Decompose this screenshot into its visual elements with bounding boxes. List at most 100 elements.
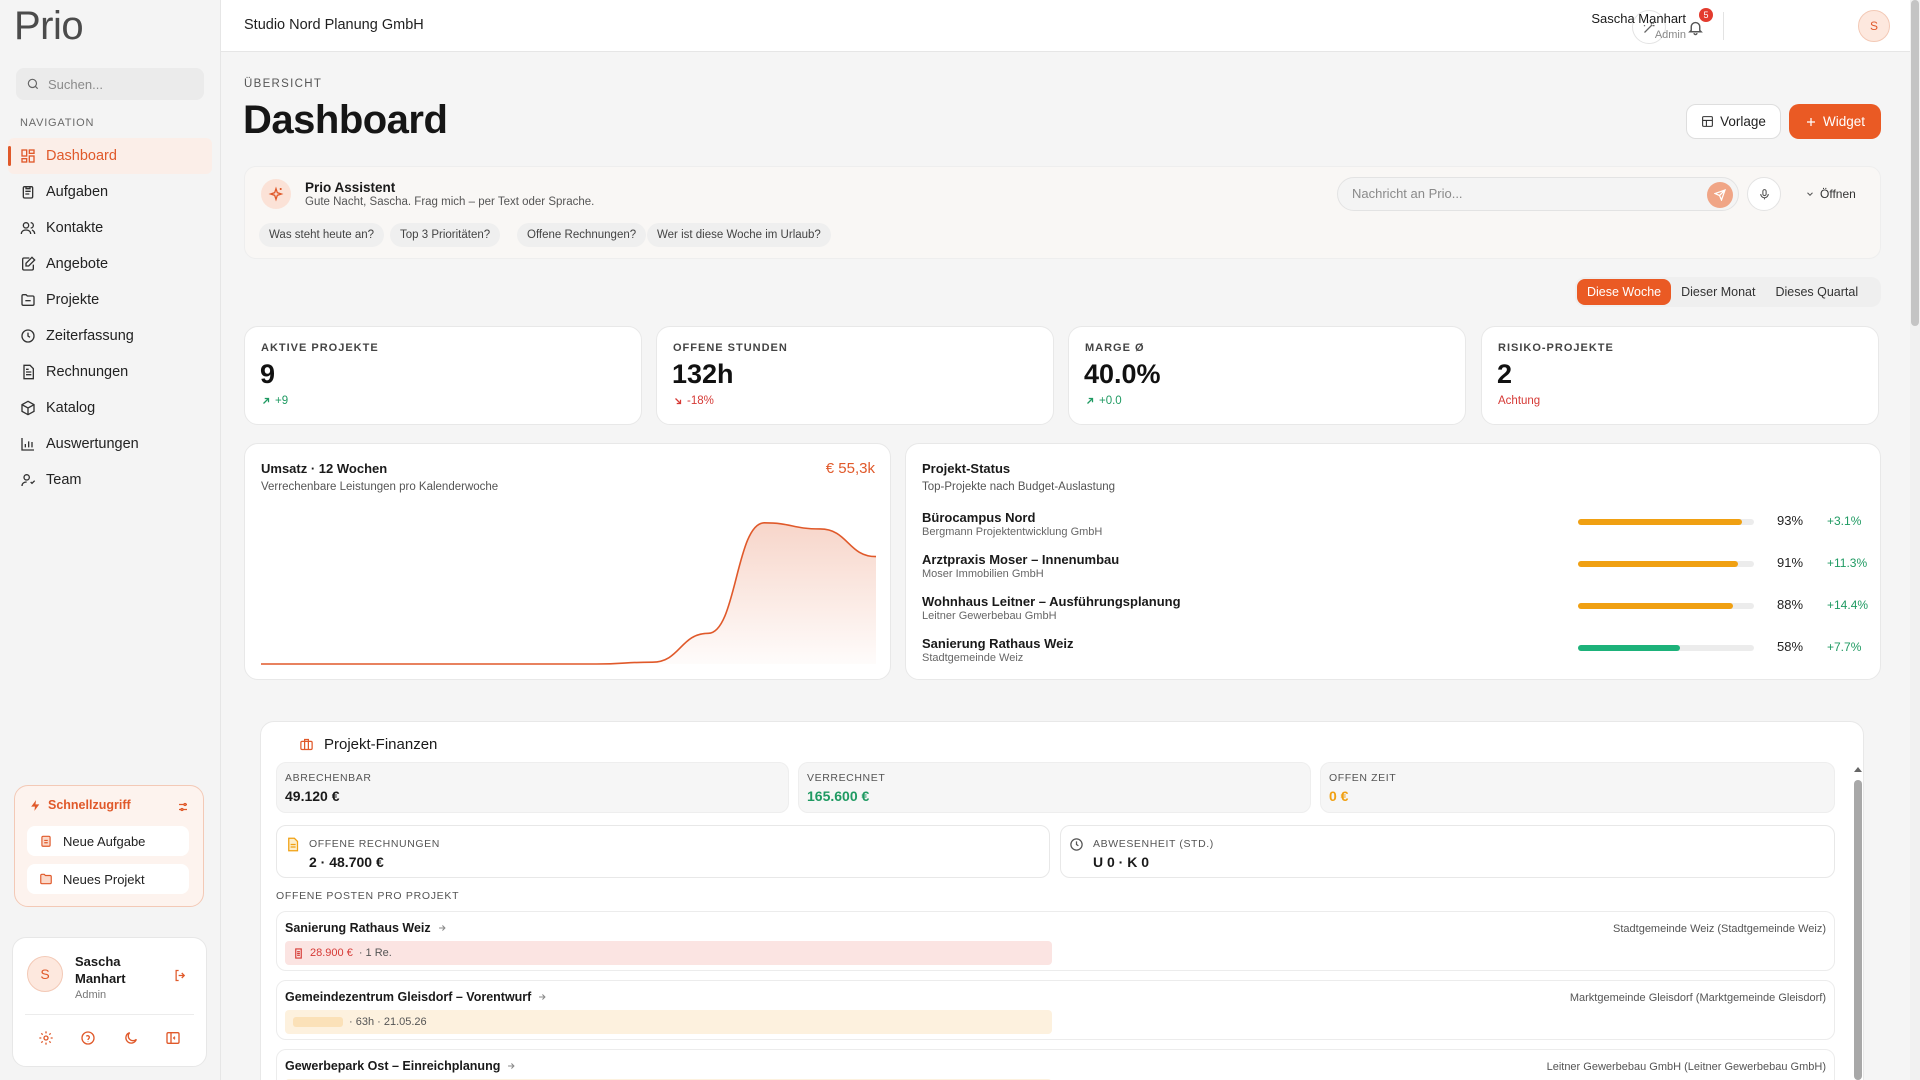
open-item-project[interactable]: Gewerbepark Ost – Einreichplanung (285, 1059, 516, 1073)
revenue-point-week-10[interactable] (758, 517, 770, 529)
new-task-button[interactable]: Neue Aufgabe (27, 826, 189, 856)
settings-icon[interactable] (38, 1030, 54, 1046)
help-icon[interactable] (80, 1030, 96, 1046)
kpi-label: OFFENE STUNDEN (673, 342, 788, 354)
folder-icon (21, 294, 35, 306)
project-client: Bergmann Projektentwicklung GmbH (922, 526, 1103, 538)
project-status-row[interactable]: Sanierung Rathaus Weiz Stadtgemeinde Wei… (922, 636, 1867, 672)
sliders-icon[interactable] (177, 801, 189, 813)
revenue-point-week-5[interactable] (479, 658, 491, 670)
revenue-point-week-3[interactable] (367, 658, 379, 670)
page-scrollbar-thumb[interactable] (1911, 0, 1919, 326)
project-status-row[interactable]: Bürocampus Nord Bergmann Projektentwickl… (922, 510, 1867, 546)
kpi-card-margin[interactable]: MARGE Ø 40.0% +0.0 (1068, 326, 1466, 425)
topbar: Studio Nord Planung GmbH 5 Sascha Manhar… (221, 0, 1910, 52)
revenue-point-week-6[interactable] (535, 658, 547, 670)
kpi-card-risk-projects[interactable]: RISIKO-PROJEKTE 2 Achtung (1481, 326, 1879, 425)
absence-label: ABWESENHEIT (STD.) (1093, 838, 1214, 850)
open-item-row[interactable]: Sanierung Rathaus Weiz Stadtgemeinde Wei… (276, 911, 1835, 971)
revenue-line (261, 522, 876, 665)
scroll-up-icon[interactable] (1854, 766, 1862, 772)
open-item-project-name: Gemeindezentrum Gleisdorf – Vorentwurf (285, 990, 532, 1004)
kpi-card-open-hours[interactable]: OFFENE STUNDEN 132h -18% (656, 326, 1054, 425)
app-logo[interactable]: Prio (14, 4, 84, 48)
suggestion-chip[interactable]: Was steht heute an? (259, 223, 385, 247)
search-box[interactable] (16, 68, 204, 100)
bar-chart-icon (21, 438, 34, 451)
add-widget-button[interactable]: Widget (1789, 104, 1881, 139)
sidebar-item-dashboard[interactable]: Dashboard (8, 138, 212, 174)
new-project-button[interactable]: Neues Projekt (27, 864, 189, 894)
project-finance-title: Projekt-Finanzen (299, 736, 437, 753)
sidebar-item-auswertungen[interactable]: Auswertungen (8, 426, 212, 462)
microphone-button[interactable] (1747, 177, 1781, 211)
open-item-project[interactable]: Sanierung Rathaus Weiz (285, 921, 447, 935)
invoiced-label: VERRECHNET (807, 772, 886, 784)
project-status-row[interactable]: Arztpraxis Moser – Innenumbau Moser Immo… (922, 552, 1867, 588)
budget-progress-bar (1578, 519, 1754, 525)
budget-progress-fill (1578, 519, 1742, 525)
revenue-point-week-9[interactable] (702, 627, 714, 639)
revenue-point-week-7[interactable] (590, 658, 602, 670)
kpi-delta-value: +9 (275, 395, 289, 407)
revenue-subtitle: Verrechenbare Leistungen pro Kalenderwoc… (261, 481, 499, 493)
suggestion-chip[interactable]: Top 3 Prioritäten? (390, 223, 501, 247)
sidebar-item-kontakte[interactable]: Kontakte (8, 210, 212, 246)
budget-progress-bar (1578, 603, 1754, 609)
open-item-project[interactable]: Gemeindezentrum Gleisdorf – Vorentwurf (285, 990, 547, 1004)
kpi-card-active-projects[interactable]: AKTIVE PROJEKTE 9 +9 (244, 326, 642, 425)
period-this-quarter[interactable]: Dieses Quartal (1775, 285, 1859, 299)
avatar[interactable]: S (1858, 10, 1890, 42)
suggestion-chip[interactable]: Wer ist diese Woche im Urlaub? (647, 223, 831, 247)
magic-wand-button[interactable] (1632, 10, 1666, 44)
send-button[interactable] (1707, 182, 1733, 208)
sidebar-item-team[interactable]: Team (8, 462, 212, 498)
open-invoices-box[interactable]: OFFENE RECHNUNGEN 2 · 48.700 € (276, 825, 1050, 878)
notification-badge: 5 (1699, 8, 1713, 22)
project-status-title: Projekt-Status (922, 461, 1011, 476)
sidebar-item-aufgaben[interactable]: Aufgaben (8, 174, 212, 210)
revenue-point-week-8[interactable] (646, 656, 658, 668)
revenue-point-week-2[interactable] (311, 658, 323, 670)
collapse-sidebar-icon[interactable] (165, 1030, 181, 1046)
logout-icon[interactable] (173, 968, 188, 983)
avatar[interactable]: S (27, 956, 63, 992)
finance-scrollbar[interactable] (1854, 767, 1862, 1080)
sidebar-item-katalog[interactable]: Katalog (8, 390, 212, 426)
revenue-point-week-11[interactable] (814, 523, 826, 535)
revenue-point-week-4[interactable] (423, 658, 435, 670)
search-input[interactable] (48, 76, 198, 92)
suggestion-chip[interactable]: Offene Rechnungen? (517, 223, 647, 247)
top-user-info[interactable]: Sascha Manhart Admin (1591, 11, 1686, 41)
finance-scrollbar-thumb[interactable] (1854, 780, 1862, 1080)
assistant-message-input[interactable] (1352, 186, 1682, 201)
moon-icon[interactable] (123, 1030, 139, 1046)
assistant-message-field[interactable] (1337, 177, 1739, 211)
notifications-button[interactable]: 5 (1678, 8, 1713, 44)
budget-percent: 93% (1777, 513, 1804, 528)
open-item-client: Marktgemeinde Gleisdorf (Marktgemeinde G… (1569, 992, 1826, 1004)
sidebar-item-label: Projekte (46, 292, 100, 308)
sidebar-item-rechnungen[interactable]: Rechnungen (8, 354, 212, 390)
absence-value: U 0 · K 0 (1093, 854, 1150, 870)
period-this-month[interactable]: Dieser Monat (1681, 285, 1756, 299)
kpi-delta: Achtung (1498, 395, 1540, 407)
template-button[interactable]: Vorlage (1686, 104, 1781, 139)
clipboard-icon (41, 835, 51, 847)
sidebar-item-projekte[interactable]: Projekte (8, 282, 212, 318)
search-icon (27, 78, 39, 90)
period-this-week[interactable]: Diese Woche (1577, 279, 1672, 305)
project-status-row[interactable]: Wohnhaus Leitner – Ausführungsplanung Le… (922, 594, 1869, 630)
company-name[interactable]: Studio Nord Planung GmbH (244, 17, 424, 33)
open-assistant-button[interactable]: Öffnen (1805, 187, 1856, 201)
absence-box[interactable]: ABWESENHEIT (STD.) U 0 · K 0 (1060, 825, 1835, 878)
assistant-avatar (261, 179, 291, 209)
page-scrollbar[interactable] (1910, 0, 1920, 1080)
budget-delta: +14.4% (1827, 598, 1869, 612)
revenue-point-week-1[interactable] (261, 658, 267, 670)
open-item-row[interactable]: Gewerbepark Ost – Einreichplanung Leitne… (276, 1049, 1835, 1080)
sidebar-item-zeiterfassung[interactable]: Zeiterfassung (8, 318, 212, 354)
sidebar-item-angebote[interactable]: Angebote (8, 246, 212, 282)
open-item-row[interactable]: Gemeindezentrum Gleisdorf – Vorentwurf M… (276, 980, 1835, 1040)
briefcase-icon (300, 738, 313, 751)
